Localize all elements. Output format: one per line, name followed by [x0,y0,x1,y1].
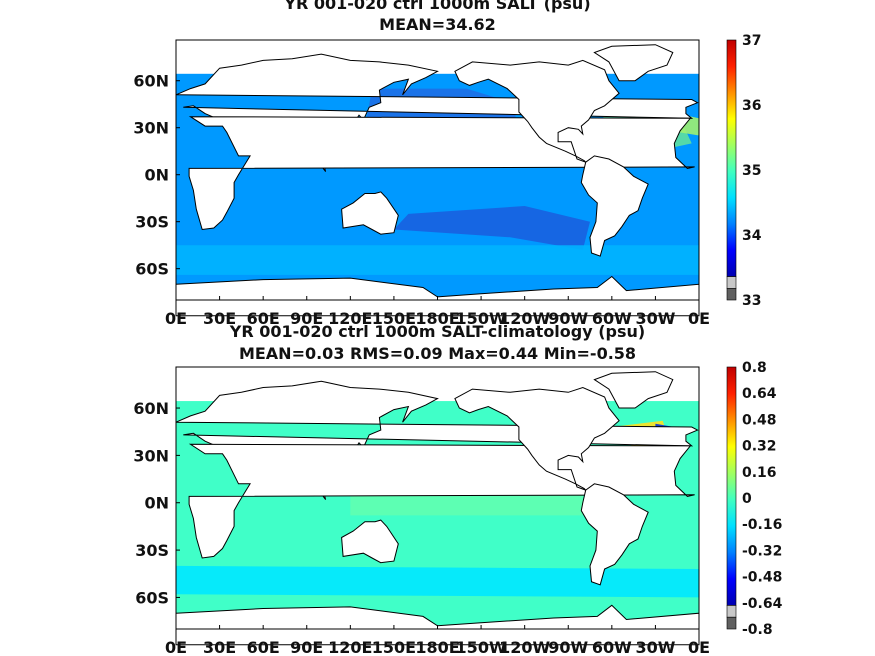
region-southern-ocean [176,245,699,275]
y-tick-label: 30N [133,119,169,138]
x-tick-label: 60W [592,638,632,656]
y-tick-label: 60S [135,260,169,279]
x-tick-label: 120W [499,638,550,656]
chart-subtitle-2: MEAN=0.03 RMS=0.09 Max=0.44 Min=-0.58 [238,344,637,363]
x-tick-label: 60W [592,309,632,328]
x-tick-label: 120E [328,638,372,656]
x-tick-label: 150W [456,309,507,328]
y-tick-label: 30S [135,213,169,232]
x-tick-label: 0E [688,638,710,656]
y-tick-label: 30N [133,446,169,465]
y-tick-label: 0N [144,494,169,513]
land-australia [341,191,399,235]
land-australia [341,519,399,564]
x-tick-label: 30E [203,309,236,328]
colorbar-under-dark [726,616,737,630]
region-equatorial-band [350,490,583,516]
region-southern-ocean [176,565,699,598]
colorbar [726,39,737,277]
x-tick-label: 90W [548,309,588,328]
region-south-pacific [393,206,590,250]
x-tick-label: 150E [372,309,416,328]
colorbar-tick-label: 0.48 [742,412,777,428]
colorbar-under-dark [726,287,737,301]
colorbar-tick-label: 0.64 [742,386,777,402]
x-tick-label: 180E [415,638,459,656]
x-tick-label: 180E [415,309,459,328]
colorbar-tick-label: 35 [742,163,761,179]
chart-title-1: YR 001-020 ctrl 1000m SALT (psu) [284,0,591,13]
colorbar [726,366,737,606]
colorbar-tick-label: 0.16 [742,465,777,481]
y-tick-label: 60S [135,588,169,607]
land-samerica [580,155,649,257]
land-greenland [593,371,674,409]
land-namerica [454,59,620,163]
colorbar-tick-label: -0.8 [742,622,773,638]
colorbar-tick-label: -0.64 [742,596,783,612]
x-tick-label: 30W [635,309,675,328]
x-tick-label: 30E [203,638,236,656]
colorbar-tick-label: 0 [742,491,752,507]
land-samerica [580,483,649,586]
colorbar-tick-label: -0.48 [742,570,782,586]
x-tick-label: 150E [372,638,416,656]
x-tick-label: 0E [688,309,710,328]
x-tick-label: 150W [456,638,507,656]
colorbar-tick-label: 36 [742,98,761,114]
chart-title-2: YR 001-020 ctrl 1000m SALT-climatology (… [229,322,646,341]
colorbar-tick-label: 34 [742,228,762,244]
colorbar-under-light [726,605,737,618]
land-namerica [454,386,620,491]
colorbar-tick-label: 37 [742,33,761,49]
land-antarctica [175,275,700,317]
x-tick-label: 90W [548,638,588,656]
x-tick-label: 30W [635,638,675,656]
land-antarctica [175,604,700,646]
y-tick-label: 0N [144,166,169,185]
y-tick-label: 30S [135,541,169,560]
x-tick-label: 0E [165,309,187,328]
y-tick-label: 60N [133,399,169,418]
x-tick-label: 60E [247,638,280,656]
y-tick-label: 60N [133,72,169,91]
colorbar-under-light [726,276,737,289]
x-tick-label: 60E [247,309,280,328]
x-tick-label: 120E [328,309,372,328]
x-tick-label: 90E [290,638,323,656]
x-tick-label: 90E [290,309,323,328]
land-greenland [593,44,674,82]
colorbar-tick-label: 33 [742,293,761,309]
colorbar-tick-label: 0.32 [742,439,777,455]
x-tick-label: 120W [499,309,550,328]
chart-subtitle-1: MEAN=34.62 [379,15,496,34]
colorbar-tick-label: 0.8 [742,360,767,376]
colorbar-tick-label: -0.16 [742,517,782,533]
x-tick-label: 0E [165,638,187,656]
colorbar-tick-label: -0.32 [742,543,782,559]
